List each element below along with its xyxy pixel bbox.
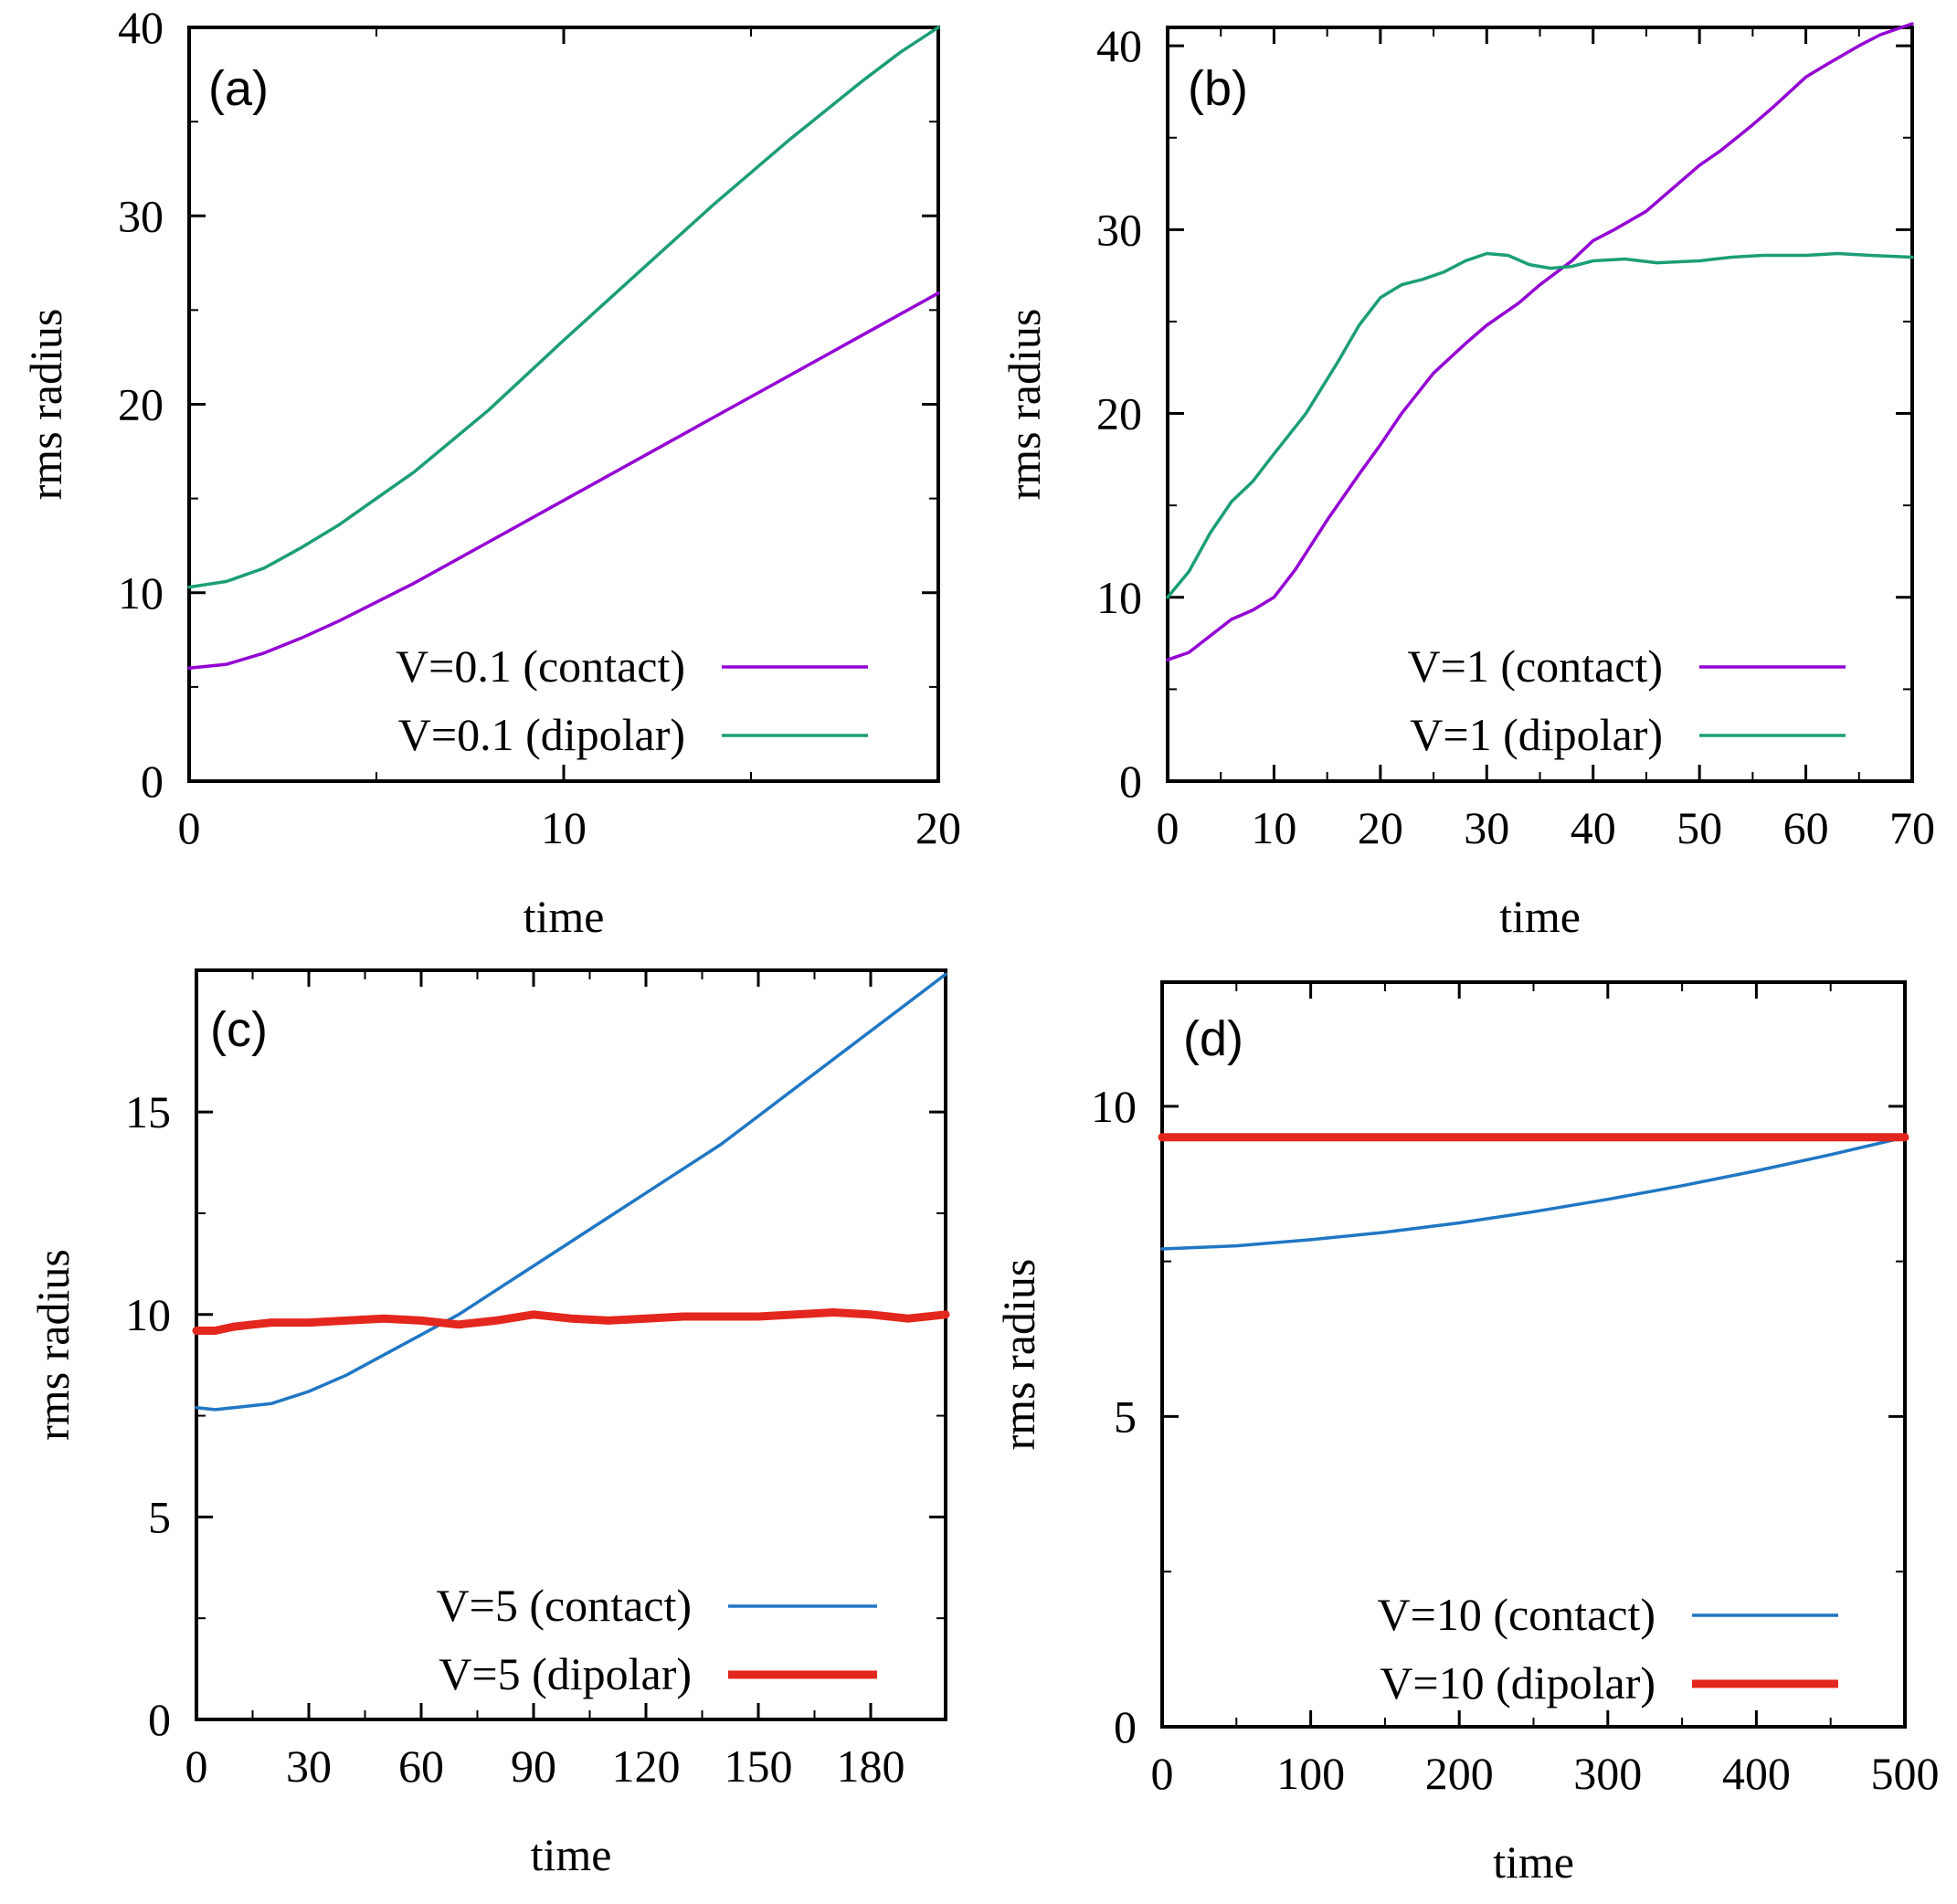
legend-label: V=1 (dipolar): [1410, 709, 1663, 760]
panel-a: 0 10 20 0 10 20 30 40 time rms radius (a) V=0.1 (co…: [20, 2, 961, 942]
legend-label: V=10 (dipolar): [1380, 1657, 1656, 1708]
x-axis-label: time: [1499, 891, 1581, 942]
x-tick-label: 50: [1677, 802, 1722, 853]
series-line-dipolar: [1166, 251, 1914, 599]
x-tick-label: 0: [178, 802, 201, 853]
y-axis-label: rms radius: [20, 309, 71, 501]
y-tick-label: 5: [148, 1491, 171, 1542]
series-line-contact: [1166, 22, 1914, 661]
y-tick-label: 10: [1096, 572, 1142, 623]
y-tick-label: 0: [1119, 756, 1142, 807]
y-tick-label: 40: [1096, 20, 1142, 71]
x-tick-label: 60: [1783, 802, 1829, 853]
plot-frame: [195, 968, 947, 1721]
y-tick-label: 10: [1091, 1081, 1137, 1132]
y-tick-label: 0: [1114, 1701, 1137, 1752]
x-tick-label: 180: [837, 1740, 905, 1792]
panel-b: 0 10 20 30 40 50 60 70 0 10 20 30 40 time rms radius (b…: [999, 20, 1935, 942]
series-line-contact: [187, 291, 940, 671]
x-tick-label: 0: [1151, 1748, 1174, 1799]
panel-tag: (a): [208, 61, 269, 116]
y-tick-label: 20: [118, 379, 164, 430]
panel-tag: (b): [1188, 61, 1248, 116]
panel-c: 0 30 60 90 120 150 180 0 5 10 15 time rms radius (c) V…: [27, 968, 950, 1880]
series-line-contact: [195, 972, 947, 1412]
x-tick-label: 30: [1464, 802, 1509, 853]
y-axis-label: rms radius: [999, 309, 1050, 501]
y-axis-label: rms radius: [993, 1259, 1044, 1451]
x-tick-label: 100: [1276, 1748, 1345, 1799]
panel-d: 0 100 200 300 400 500 0 5 10 time rms radius (d) V=1…: [993, 980, 1940, 1888]
y-tick-label: 10: [118, 567, 164, 619]
x-tick-label: 0: [185, 1740, 208, 1792]
x-tick-label: 0: [1157, 802, 1179, 853]
y-tick-label: 15: [125, 1086, 171, 1137]
x-tick-label: 150: [725, 1740, 793, 1792]
series-line-dipolar: [187, 26, 940, 589]
x-tick-label: 120: [612, 1740, 681, 1792]
x-tick-label: 10: [1251, 802, 1296, 853]
legend-label: V=5 (contact): [437, 1580, 692, 1631]
panel-tag: (c): [210, 1002, 268, 1057]
y-tick-label: 0: [141, 756, 164, 807]
x-tick-label: 60: [398, 1740, 444, 1792]
series-line-dipolar: [192, 1308, 950, 1335]
x-tick-label: 70: [1889, 802, 1935, 853]
x-tick-label: 30: [286, 1740, 332, 1792]
legend-label: V=0.1 (contact): [396, 640, 685, 692]
legend-label: V=10 (contact): [1378, 1589, 1656, 1640]
x-axis-label: time: [1493, 1836, 1574, 1888]
y-axis-label: rms radius: [27, 1249, 79, 1441]
x-tick-label: 400: [1722, 1748, 1791, 1799]
x-tick-label: 10: [541, 802, 587, 853]
x-tick-label: 300: [1573, 1748, 1642, 1799]
legend-label: V=1 (contact): [1408, 640, 1663, 692]
legend-label: V=0.1 (dipolar): [398, 709, 685, 760]
x-tick-label: 20: [1358, 802, 1403, 853]
x-tick-label: 200: [1425, 1748, 1494, 1799]
y-tick-label: 30: [118, 190, 164, 241]
y-tick-label: 10: [125, 1289, 171, 1340]
x-tick-label: 500: [1871, 1748, 1940, 1799]
x-tick-label: 40: [1571, 802, 1616, 853]
x-axis-label: time: [524, 891, 605, 942]
x-tick-label: 90: [511, 1740, 556, 1792]
x-axis-label: time: [531, 1829, 612, 1880]
series-line-contact: [1160, 1136, 1907, 1251]
y-tick-label: 40: [118, 2, 164, 53]
y-tick-label: 30: [1096, 204, 1142, 255]
y-tick-label: 20: [1096, 388, 1142, 439]
panel-tag: (d): [1183, 1011, 1243, 1066]
x-tick-label: 20: [915, 802, 961, 853]
legend-label: V=5 (dipolar): [439, 1648, 692, 1699]
y-tick-label: 0: [148, 1694, 171, 1745]
y-tick-label: 5: [1114, 1391, 1137, 1442]
